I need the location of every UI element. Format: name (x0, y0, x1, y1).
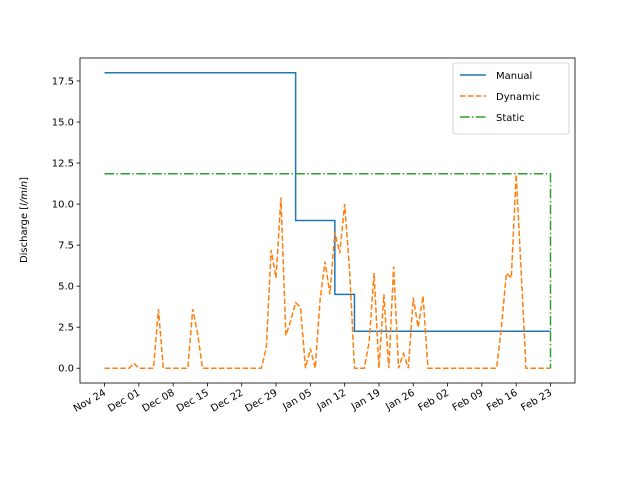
x-tick-label: Dec 22 (209, 388, 245, 415)
y-label-text: ] (19, 177, 30, 181)
y-label-text: Discharge [ (19, 206, 30, 263)
y-tick-label: 5.0 (58, 282, 74, 293)
y-tick-label: 7.5 (58, 241, 74, 252)
x-tick-label: Feb 02 (416, 388, 451, 414)
x-tick-label: Feb 16 (485, 388, 520, 414)
y-tick-label: 0.0 (58, 364, 74, 375)
y-tick-label: 12.5 (52, 159, 74, 170)
x-tick-label: Dec 15 (175, 388, 211, 415)
y-tick-label: 15.0 (52, 118, 74, 129)
x-tick-label: Jan 19 (349, 388, 382, 414)
x-tick-label: Dec 08 (141, 388, 177, 415)
y-tick-label: 10.0 (52, 200, 74, 211)
y-axis-label: Discharge [l/min] (19, 177, 30, 263)
x-tick-label: Nov 24 (72, 388, 108, 415)
x-tick-label: Feb 09 (451, 388, 486, 414)
legend-label: Dynamic (496, 92, 540, 103)
legend-label: Manual (496, 71, 532, 82)
y-label-unit: l/min (19, 181, 30, 206)
x-tick-label: Jan 12 (315, 388, 348, 414)
series-line (104, 172, 552, 369)
x-tick-label: Dec 29 (243, 388, 279, 415)
x-tick-label: Feb 23 (519, 388, 554, 414)
plot-frame (79, 57, 576, 384)
series-line (104, 72, 551, 333)
legend-label: Static (496, 113, 525, 124)
series-line (104, 174, 551, 369)
x-tick-label: Jan 05 (280, 388, 313, 414)
x-tick-label: Dec 01 (106, 388, 142, 415)
y-tick-label: 2.5 (58, 323, 74, 334)
x-tick-label: Jan 26 (383, 388, 416, 414)
y-tick-label: 17.5 (52, 76, 74, 87)
